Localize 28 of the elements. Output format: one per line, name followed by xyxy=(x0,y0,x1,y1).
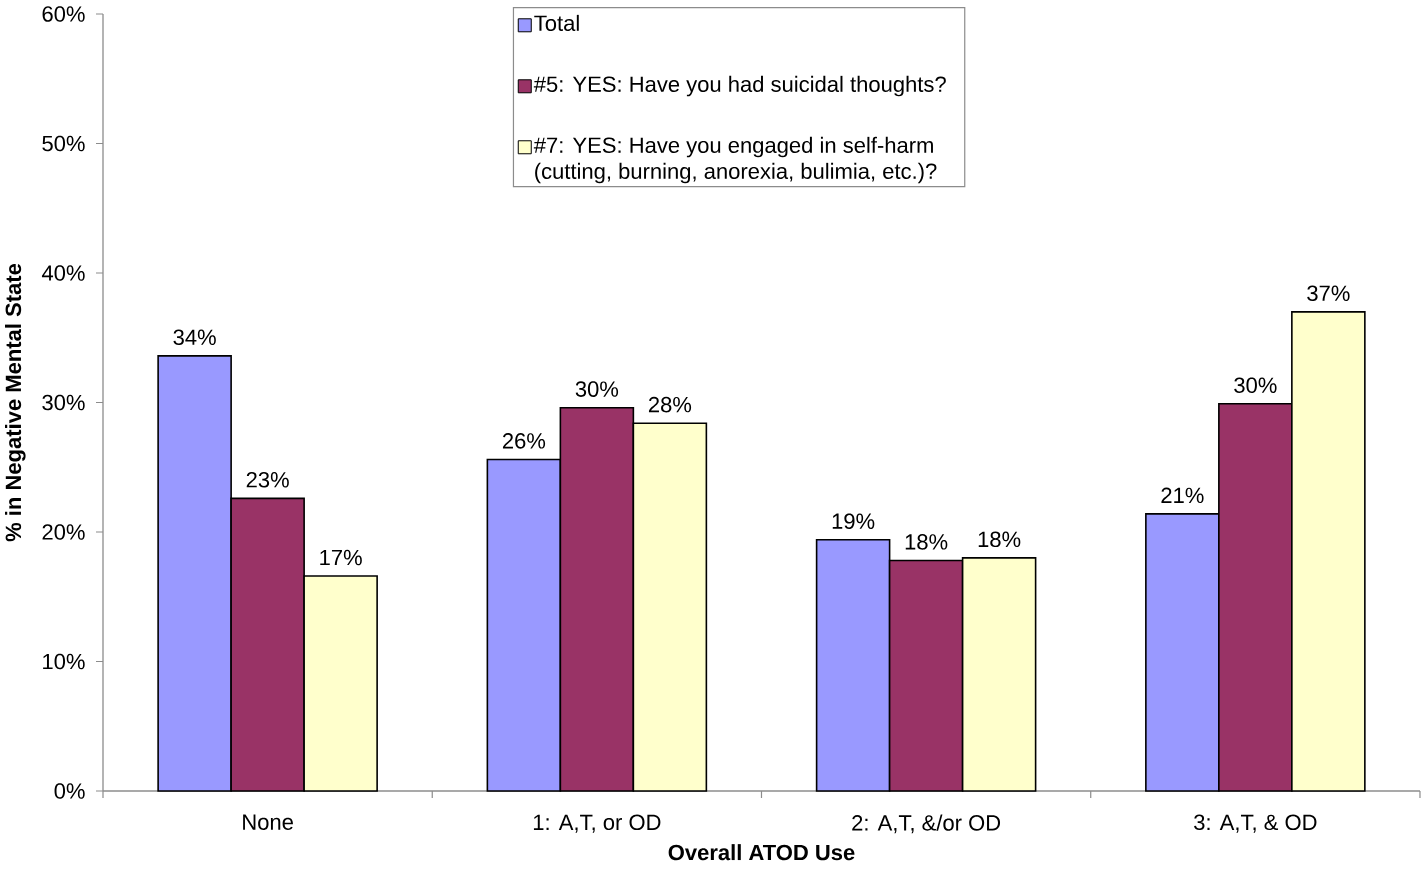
data-label: 34% xyxy=(173,329,216,346)
x-tick-label: 3: A,T, & OD xyxy=(1194,814,1317,833)
y-axis-title: % in Negative Mental State xyxy=(5,263,26,542)
data-label: 18% xyxy=(978,531,1021,548)
legend-label: Total xyxy=(534,14,579,32)
data-label: 30% xyxy=(575,381,619,397)
data-label: 21% xyxy=(1161,487,1204,504)
y-tick-label: 60% xyxy=(42,6,85,22)
legend-label: #7: YES: Have you engaged in self-harm (cutting, burning, anorexia, bulimia, etc.)? xyxy=(533,136,937,184)
data-label: 30% xyxy=(1234,377,1277,393)
y-tick-label: 50% xyxy=(42,135,85,152)
data-label: 18% xyxy=(905,534,948,550)
x-tick-label: 1: A,T, or OD xyxy=(533,814,661,833)
data-label: 28% xyxy=(648,396,692,413)
x-tick-label: 2: A,T, &/or OD xyxy=(852,814,1001,834)
y-tick-label: 0% xyxy=(54,783,85,799)
x-axis-title: Overall ATOD Use xyxy=(668,844,855,861)
data-label: 26% xyxy=(502,433,546,449)
data-label: 37% xyxy=(1307,285,1350,302)
y-tick-label: 20% xyxy=(42,524,85,540)
y-tick-label: 10% xyxy=(43,653,85,670)
legend-label: #5: YES: Have you had suicidal thoughts? xyxy=(533,75,946,97)
y-tick-label: 40% xyxy=(41,265,85,281)
data-label: 19% xyxy=(832,513,875,529)
data-label: 23% xyxy=(246,471,289,488)
x-tick-label: None xyxy=(243,814,293,830)
data-label: 17% xyxy=(320,549,362,566)
y-tick-label: 30% xyxy=(42,394,85,411)
